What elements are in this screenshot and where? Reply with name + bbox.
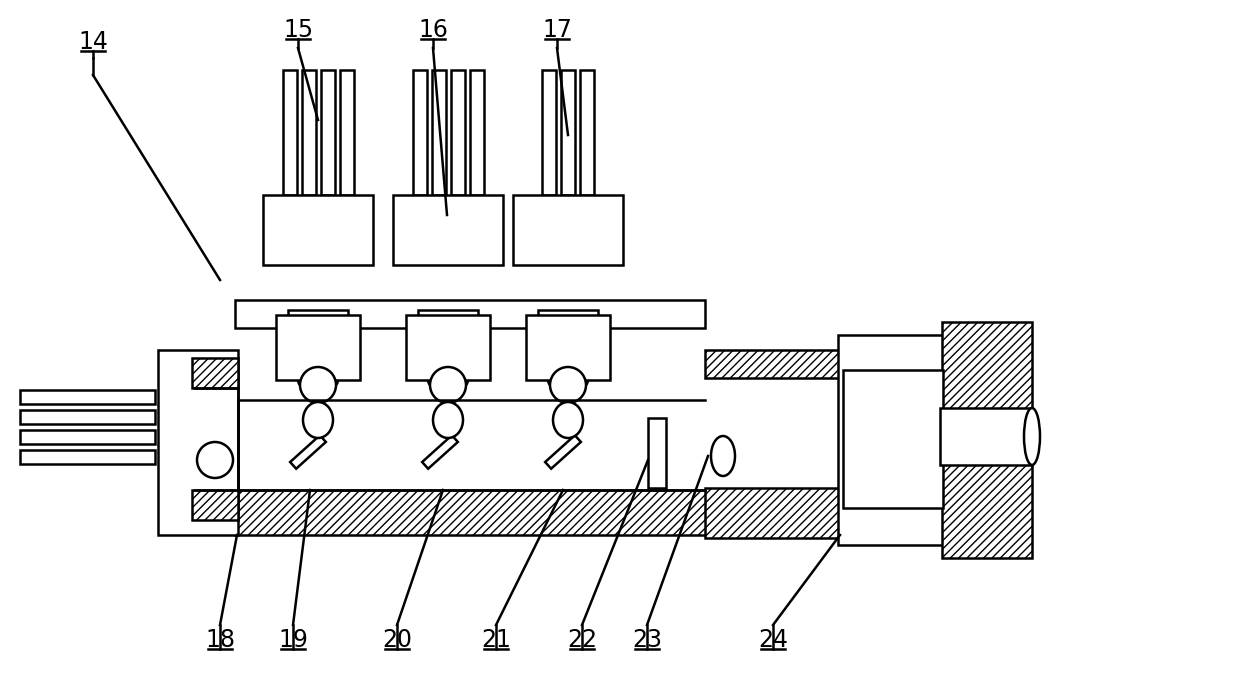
Bar: [20, 430, 155, 444]
Bar: [838, 335, 949, 545]
Bar: [418, 310, 477, 322]
Bar: [538, 310, 598, 322]
Bar: [843, 370, 942, 508]
Text: 16: 16: [418, 18, 448, 42]
Text: 20: 20: [382, 628, 412, 652]
Bar: [20, 450, 155, 464]
Text: 21: 21: [481, 628, 511, 652]
Ellipse shape: [1024, 408, 1040, 465]
Bar: [192, 358, 238, 388]
Bar: [393, 195, 503, 265]
Ellipse shape: [553, 402, 583, 438]
Ellipse shape: [433, 402, 463, 438]
Bar: [706, 488, 839, 538]
Bar: [405, 315, 490, 380]
Bar: [157, 350, 238, 535]
Bar: [542, 70, 556, 195]
Text: 17: 17: [542, 18, 572, 42]
Bar: [940, 408, 1032, 465]
Bar: [236, 490, 844, 535]
Bar: [526, 315, 610, 380]
Bar: [340, 70, 353, 195]
Circle shape: [197, 442, 233, 478]
Ellipse shape: [711, 436, 735, 476]
Text: 19: 19: [278, 628, 308, 652]
Text: 24: 24: [758, 628, 787, 652]
Bar: [320, 70, 335, 195]
Text: 18: 18: [205, 628, 236, 652]
Bar: [277, 315, 360, 380]
Circle shape: [430, 367, 466, 403]
Bar: [470, 70, 484, 195]
Polygon shape: [546, 435, 580, 469]
Bar: [513, 195, 622, 265]
Bar: [288, 310, 348, 322]
Polygon shape: [422, 435, 458, 469]
Ellipse shape: [303, 402, 334, 438]
Bar: [706, 350, 839, 378]
Bar: [192, 490, 238, 520]
Text: 22: 22: [567, 628, 596, 652]
Bar: [20, 390, 155, 404]
Circle shape: [551, 367, 587, 403]
Bar: [450, 70, 465, 195]
Bar: [283, 70, 296, 195]
Bar: [580, 70, 594, 195]
Bar: [263, 195, 373, 265]
Bar: [20, 410, 155, 424]
Text: 15: 15: [283, 18, 312, 42]
Bar: [560, 70, 575, 195]
Bar: [236, 300, 706, 328]
Text: 14: 14: [78, 30, 108, 54]
Polygon shape: [290, 435, 326, 469]
Circle shape: [300, 367, 336, 403]
Bar: [301, 70, 315, 195]
Bar: [432, 70, 445, 195]
Bar: [942, 322, 1032, 558]
Bar: [649, 418, 666, 488]
Bar: [413, 70, 427, 195]
Text: 23: 23: [632, 628, 662, 652]
